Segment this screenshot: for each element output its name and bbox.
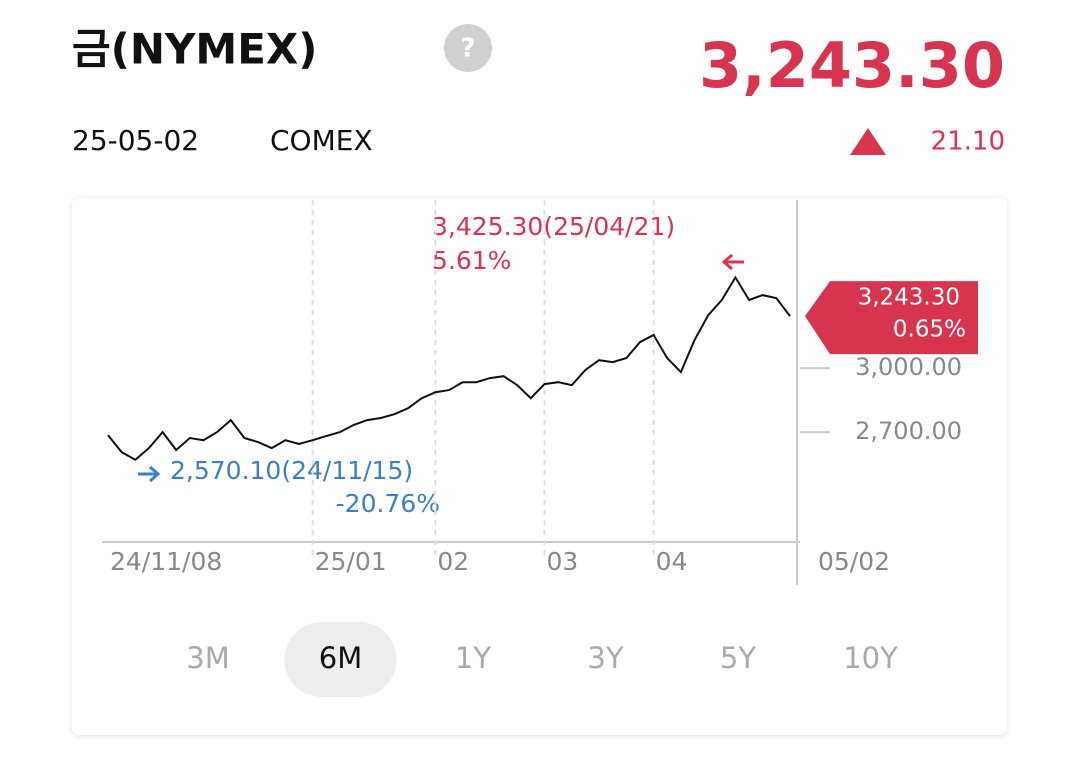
change: 21.10 xyxy=(931,127,1005,157)
price: 3,243.30 xyxy=(699,29,1005,102)
x-tick-label: 03 xyxy=(546,547,578,576)
y-tick-label: 3,000.00 xyxy=(855,353,962,381)
tab[interactable]: 10Y xyxy=(843,641,898,675)
y-tick-label: 2,700.00 xyxy=(855,417,962,445)
tab-selected-bg xyxy=(284,622,397,697)
title: 금(NYMEX) xyxy=(72,25,317,74)
min-arrow xyxy=(138,465,161,483)
min-price: 2,570.10(24/11/15) xyxy=(170,456,413,485)
last-pct: 0.65% xyxy=(893,317,966,343)
tab-bar: 3M 6M 1Y 3Y 5Y 10Y xyxy=(186,622,898,697)
x-tick-label: 24/11/08 xyxy=(110,547,222,576)
max-arrow xyxy=(721,253,744,271)
price-line xyxy=(107,275,791,462)
tab[interactable]: 3M xyxy=(186,641,229,675)
help-icon[interactable] xyxy=(444,24,492,72)
x-tick-label: 05/02 xyxy=(818,547,890,576)
last-price: 3,243.30 xyxy=(858,285,960,311)
x-tick-label: 04 xyxy=(656,547,688,576)
last-price-tag xyxy=(805,281,978,355)
date: 25-05-02 xyxy=(72,124,199,157)
tab[interactable]: 5Y xyxy=(720,641,756,675)
tab[interactable]: 6M xyxy=(319,641,362,675)
x-tick-label: 25/01 xyxy=(315,547,387,576)
chart-card xyxy=(72,198,1007,735)
max-pct: 5.61% xyxy=(432,246,511,275)
help-mark: ? xyxy=(460,34,475,64)
max-price: 3,425.30(25/04/21) xyxy=(432,212,675,241)
min-pct: -20.76% xyxy=(336,489,440,518)
tab[interactable]: 3Y xyxy=(587,641,623,675)
tab[interactable]: 1Y xyxy=(455,641,491,675)
up-arrow xyxy=(850,128,886,155)
exchange: COMEX xyxy=(270,124,373,157)
x-tick-label: 02 xyxy=(437,547,469,576)
